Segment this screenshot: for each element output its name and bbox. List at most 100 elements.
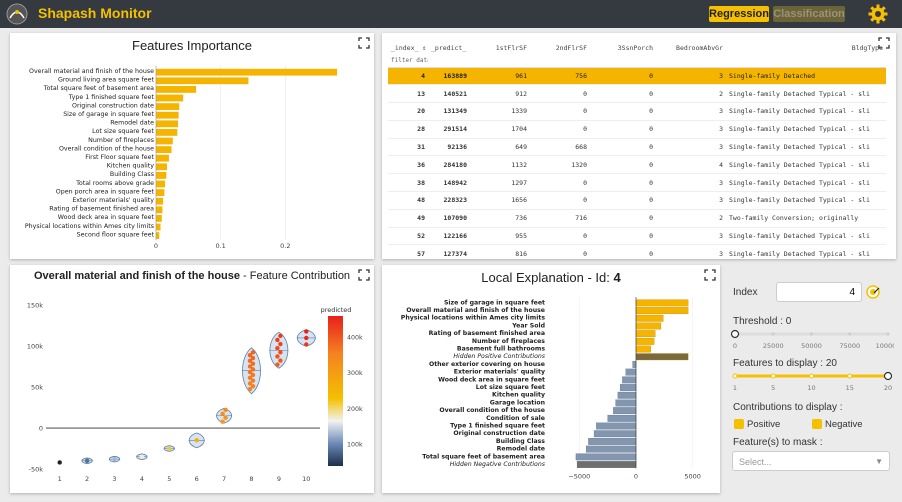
fc-point[interactable] (84, 458, 90, 464)
table-filter-cell[interactable] (470, 55, 530, 68)
threshold-slider-handle[interactable] (730, 329, 740, 339)
fi-bar[interactable] (156, 94, 184, 102)
fc-point[interactable] (250, 378, 256, 383)
threshold-slider[interactable]: 0 25000 50000 75000 100000 (730, 328, 894, 352)
negative-checkbox[interactable] (812, 419, 822, 429)
fi-bar[interactable] (156, 77, 249, 85)
fc-point[interactable] (304, 335, 309, 341)
le-bar[interactable] (619, 384, 637, 391)
table-row[interactable]: 28 291514 1704 0 0 3 Single-family Detached Ty… (388, 120, 886, 139)
fc-point[interactable] (250, 350, 256, 355)
le-bar[interactable] (588, 438, 637, 445)
table-header-BedroomAbvGr[interactable]: BedroomAbvGr (676, 44, 723, 52)
fc-point[interactable] (247, 369, 253, 375)
classification-tab-button[interactable]: Classification (773, 6, 845, 22)
id-target-icon[interactable] (866, 285, 880, 299)
features-slider[interactable]: 1 5 10 15 20 (730, 370, 894, 394)
fc-point[interactable] (167, 446, 172, 451)
fc-point[interactable] (220, 411, 225, 416)
fc-point[interactable] (275, 337, 280, 343)
fc-point[interactable] (247, 386, 253, 392)
gear-icon[interactable] (868, 4, 888, 24)
fc-point[interactable] (278, 350, 283, 355)
expand-icon[interactable] (358, 269, 370, 281)
fi-bar[interactable] (156, 163, 167, 171)
fi-bar[interactable] (156, 215, 162, 222)
features-slider-handle[interactable] (883, 371, 893, 381)
fc-point[interactable] (247, 352, 253, 358)
le-bar[interactable] (635, 322, 662, 330)
table-row[interactable]: 31 92136 649 668 0 3 Single-family Detached Ty… (388, 138, 886, 157)
fc-point[interactable] (57, 460, 62, 465)
fi-bar[interactable] (156, 86, 197, 93)
table-row[interactable]: 36 284180 1132 1320 0 4 Single-family Detached… (388, 155, 886, 175)
fi-bar[interactable] (156, 223, 161, 231)
fc-point[interactable] (278, 333, 283, 339)
table-row[interactable]: 48 228323 1656 0 0 3 Single-family Detached Ty… (388, 191, 886, 210)
le-bar[interactable] (607, 414, 637, 422)
le-bar[interactable] (575, 453, 637, 461)
fc-point[interactable] (250, 355, 256, 361)
table-row[interactable]: 57 127374 816 0 0 3 Single-family Detached Typ… (388, 244, 886, 259)
fc-point[interactable] (223, 415, 228, 420)
fc-point[interactable] (247, 381, 253, 386)
le-bar[interactable] (615, 399, 637, 407)
le-bar[interactable] (635, 345, 651, 353)
le-bar[interactable] (632, 361, 637, 368)
table-filter-cell[interactable] (656, 55, 726, 68)
fi-bar[interactable] (156, 137, 173, 145)
fi-bar[interactable] (156, 172, 167, 179)
fc-point[interactable] (304, 329, 309, 334)
fc-point[interactable] (304, 342, 309, 347)
le-bar[interactable] (622, 376, 637, 384)
fi-bar[interactable] (156, 189, 165, 196)
fc-point[interactable] (275, 354, 280, 359)
table-row[interactable]: 20 131349 1339 0 0 3 Single-family Detached Ty… (388, 102, 886, 121)
fi-bar[interactable] (156, 129, 178, 136)
table-header-index[interactable]: _index_ ⇕ (391, 44, 427, 52)
fc-point[interactable] (275, 345, 280, 351)
table-filter-cell[interactable] (428, 55, 470, 68)
table-header-predict[interactable]: _predict_ ⇕ (431, 44, 470, 52)
fc-point[interactable] (275, 362, 280, 367)
fc-point[interactable] (250, 367, 256, 372)
table-row[interactable]: 4 163889 961 756 0 3 Single-family Detached (388, 67, 886, 86)
table-filter-cell[interactable]: filter data (388, 55, 428, 68)
fi-bar[interactable] (156, 197, 164, 205)
fc-point[interactable] (139, 454, 145, 459)
regression-tab-button[interactable]: Regression (709, 6, 769, 22)
fi-bar[interactable] (156, 206, 163, 214)
table-row[interactable]: 52 122166 955 0 0 3 Single-family Detached Typ… (388, 227, 886, 246)
le-bar[interactable] (593, 430, 637, 438)
positive-checkbox[interactable] (734, 419, 744, 429)
fi-bar[interactable] (156, 146, 172, 153)
index-input[interactable] (776, 282, 862, 302)
le-bar[interactable] (635, 330, 656, 338)
table-header-3SsnPorch[interactable]: 3SsnPorch (617, 44, 653, 52)
table-row[interactable]: 49 107090 736 716 0 2 Two-family Conversion; o… (388, 209, 886, 228)
fi-bar[interactable] (156, 120, 178, 128)
fc-point[interactable] (278, 341, 283, 347)
table-header-1stFlrSF[interactable]: 1stFlrSF (495, 44, 527, 52)
expand-icon[interactable] (358, 37, 370, 49)
le-bar[interactable] (635, 299, 689, 307)
mask-select[interactable]: Select... ▼ (732, 451, 890, 471)
fc-point[interactable] (250, 361, 256, 366)
le-bar[interactable] (625, 368, 637, 376)
fc-point[interactable] (278, 358, 283, 363)
le-bar[interactable] (635, 307, 689, 314)
le-bar[interactable] (613, 407, 637, 415)
fi-bar[interactable] (156, 180, 166, 188)
table-header-BldgType[interactable]: BldgType (851, 44, 883, 52)
fi-bar[interactable] (156, 68, 338, 76)
fi-bar[interactable] (156, 232, 160, 239)
expand-icon[interactable] (878, 37, 890, 49)
table-filter-cell[interactable] (590, 55, 656, 68)
table-row[interactable]: 38 148942 1297 0 0 3 Single-family Detached Ty… (388, 173, 886, 193)
table-row[interactable]: 13 140521 912 0 0 2 Single-family Detached Typ… (388, 84, 886, 104)
fc-point[interactable] (250, 384, 256, 389)
le-bar[interactable] (576, 461, 637, 468)
fc-point[interactable] (223, 407, 228, 413)
le-bar[interactable] (617, 391, 637, 399)
fc-point[interactable] (220, 419, 225, 424)
